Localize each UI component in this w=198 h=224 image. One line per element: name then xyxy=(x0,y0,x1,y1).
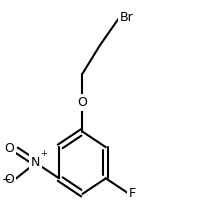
Text: O: O xyxy=(4,173,14,186)
Text: O: O xyxy=(77,96,87,109)
Text: F: F xyxy=(129,187,136,200)
Text: O: O xyxy=(4,142,14,155)
Text: −: − xyxy=(1,175,11,185)
Text: +: + xyxy=(41,149,48,158)
Text: N: N xyxy=(31,156,40,169)
Text: Br: Br xyxy=(119,11,133,24)
